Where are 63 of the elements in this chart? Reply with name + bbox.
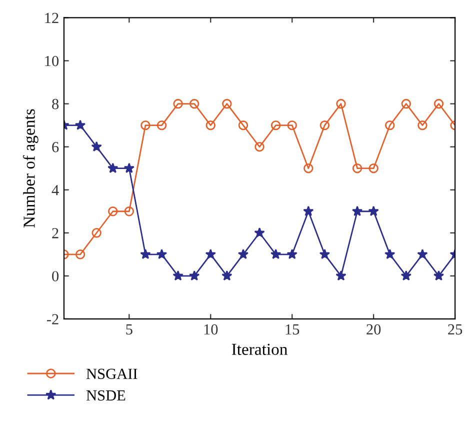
point	[206, 120, 216, 130]
point	[270, 248, 282, 260]
point	[254, 227, 265, 238]
point	[189, 98, 200, 109]
x-axis-title: Iteration	[232, 344, 288, 355]
point	[92, 228, 102, 238]
point	[222, 98, 232, 109]
point	[303, 206, 314, 216]
x-tick-label: 20	[366, 324, 381, 335]
point	[336, 98, 346, 109]
point	[74, 120, 86, 130]
y-tick-label: 8	[52, 98, 59, 110]
point	[385, 120, 395, 130]
point	[320, 120, 330, 130]
point	[124, 162, 134, 173]
point	[352, 163, 362, 174]
point	[172, 270, 184, 281]
point	[418, 120, 428, 130]
y-tick-label: 6	[52, 142, 59, 152]
y-tick-label: -2	[46, 314, 58, 324]
point	[287, 120, 297, 130]
point	[108, 206, 118, 216]
legend-label: NSDE	[86, 390, 126, 401]
point	[417, 248, 428, 260]
point	[270, 120, 281, 130]
y-tick-label: 12	[45, 12, 58, 24]
point	[140, 248, 151, 260]
x-tick-label: 10	[204, 324, 218, 335]
point	[401, 98, 412, 109]
point	[238, 120, 248, 130]
point	[434, 98, 444, 109]
point	[352, 206, 363, 216]
legend-label: NSGAII	[86, 368, 138, 379]
point	[304, 163, 314, 174]
point	[336, 270, 346, 281]
point	[189, 270, 200, 281]
point	[238, 248, 249, 260]
y-tick-label: 10	[45, 56, 59, 66]
x-tick-label: 25	[448, 324, 462, 335]
point	[319, 248, 330, 260]
y-tick-label: 4	[52, 185, 59, 196]
point	[140, 120, 150, 130]
y-tick-label: 2	[52, 228, 58, 238]
point	[433, 270, 444, 281]
x-tick-label: 5	[126, 324, 132, 335]
point	[91, 141, 102, 152]
x-tick-label: 15	[286, 324, 300, 335]
point	[205, 248, 216, 260]
point	[124, 206, 134, 216]
point	[368, 206, 379, 216]
point	[108, 162, 118, 173]
point	[156, 120, 167, 130]
point	[156, 248, 168, 260]
y-axis-title: Number of agents	[22, 109, 38, 228]
point	[286, 248, 298, 260]
point	[384, 248, 396, 260]
point	[173, 98, 183, 109]
point	[75, 250, 86, 260]
point	[254, 142, 264, 152]
point	[400, 270, 412, 281]
point	[368, 163, 378, 174]
y-tick-label: 0	[52, 271, 59, 282]
point	[222, 270, 232, 281]
